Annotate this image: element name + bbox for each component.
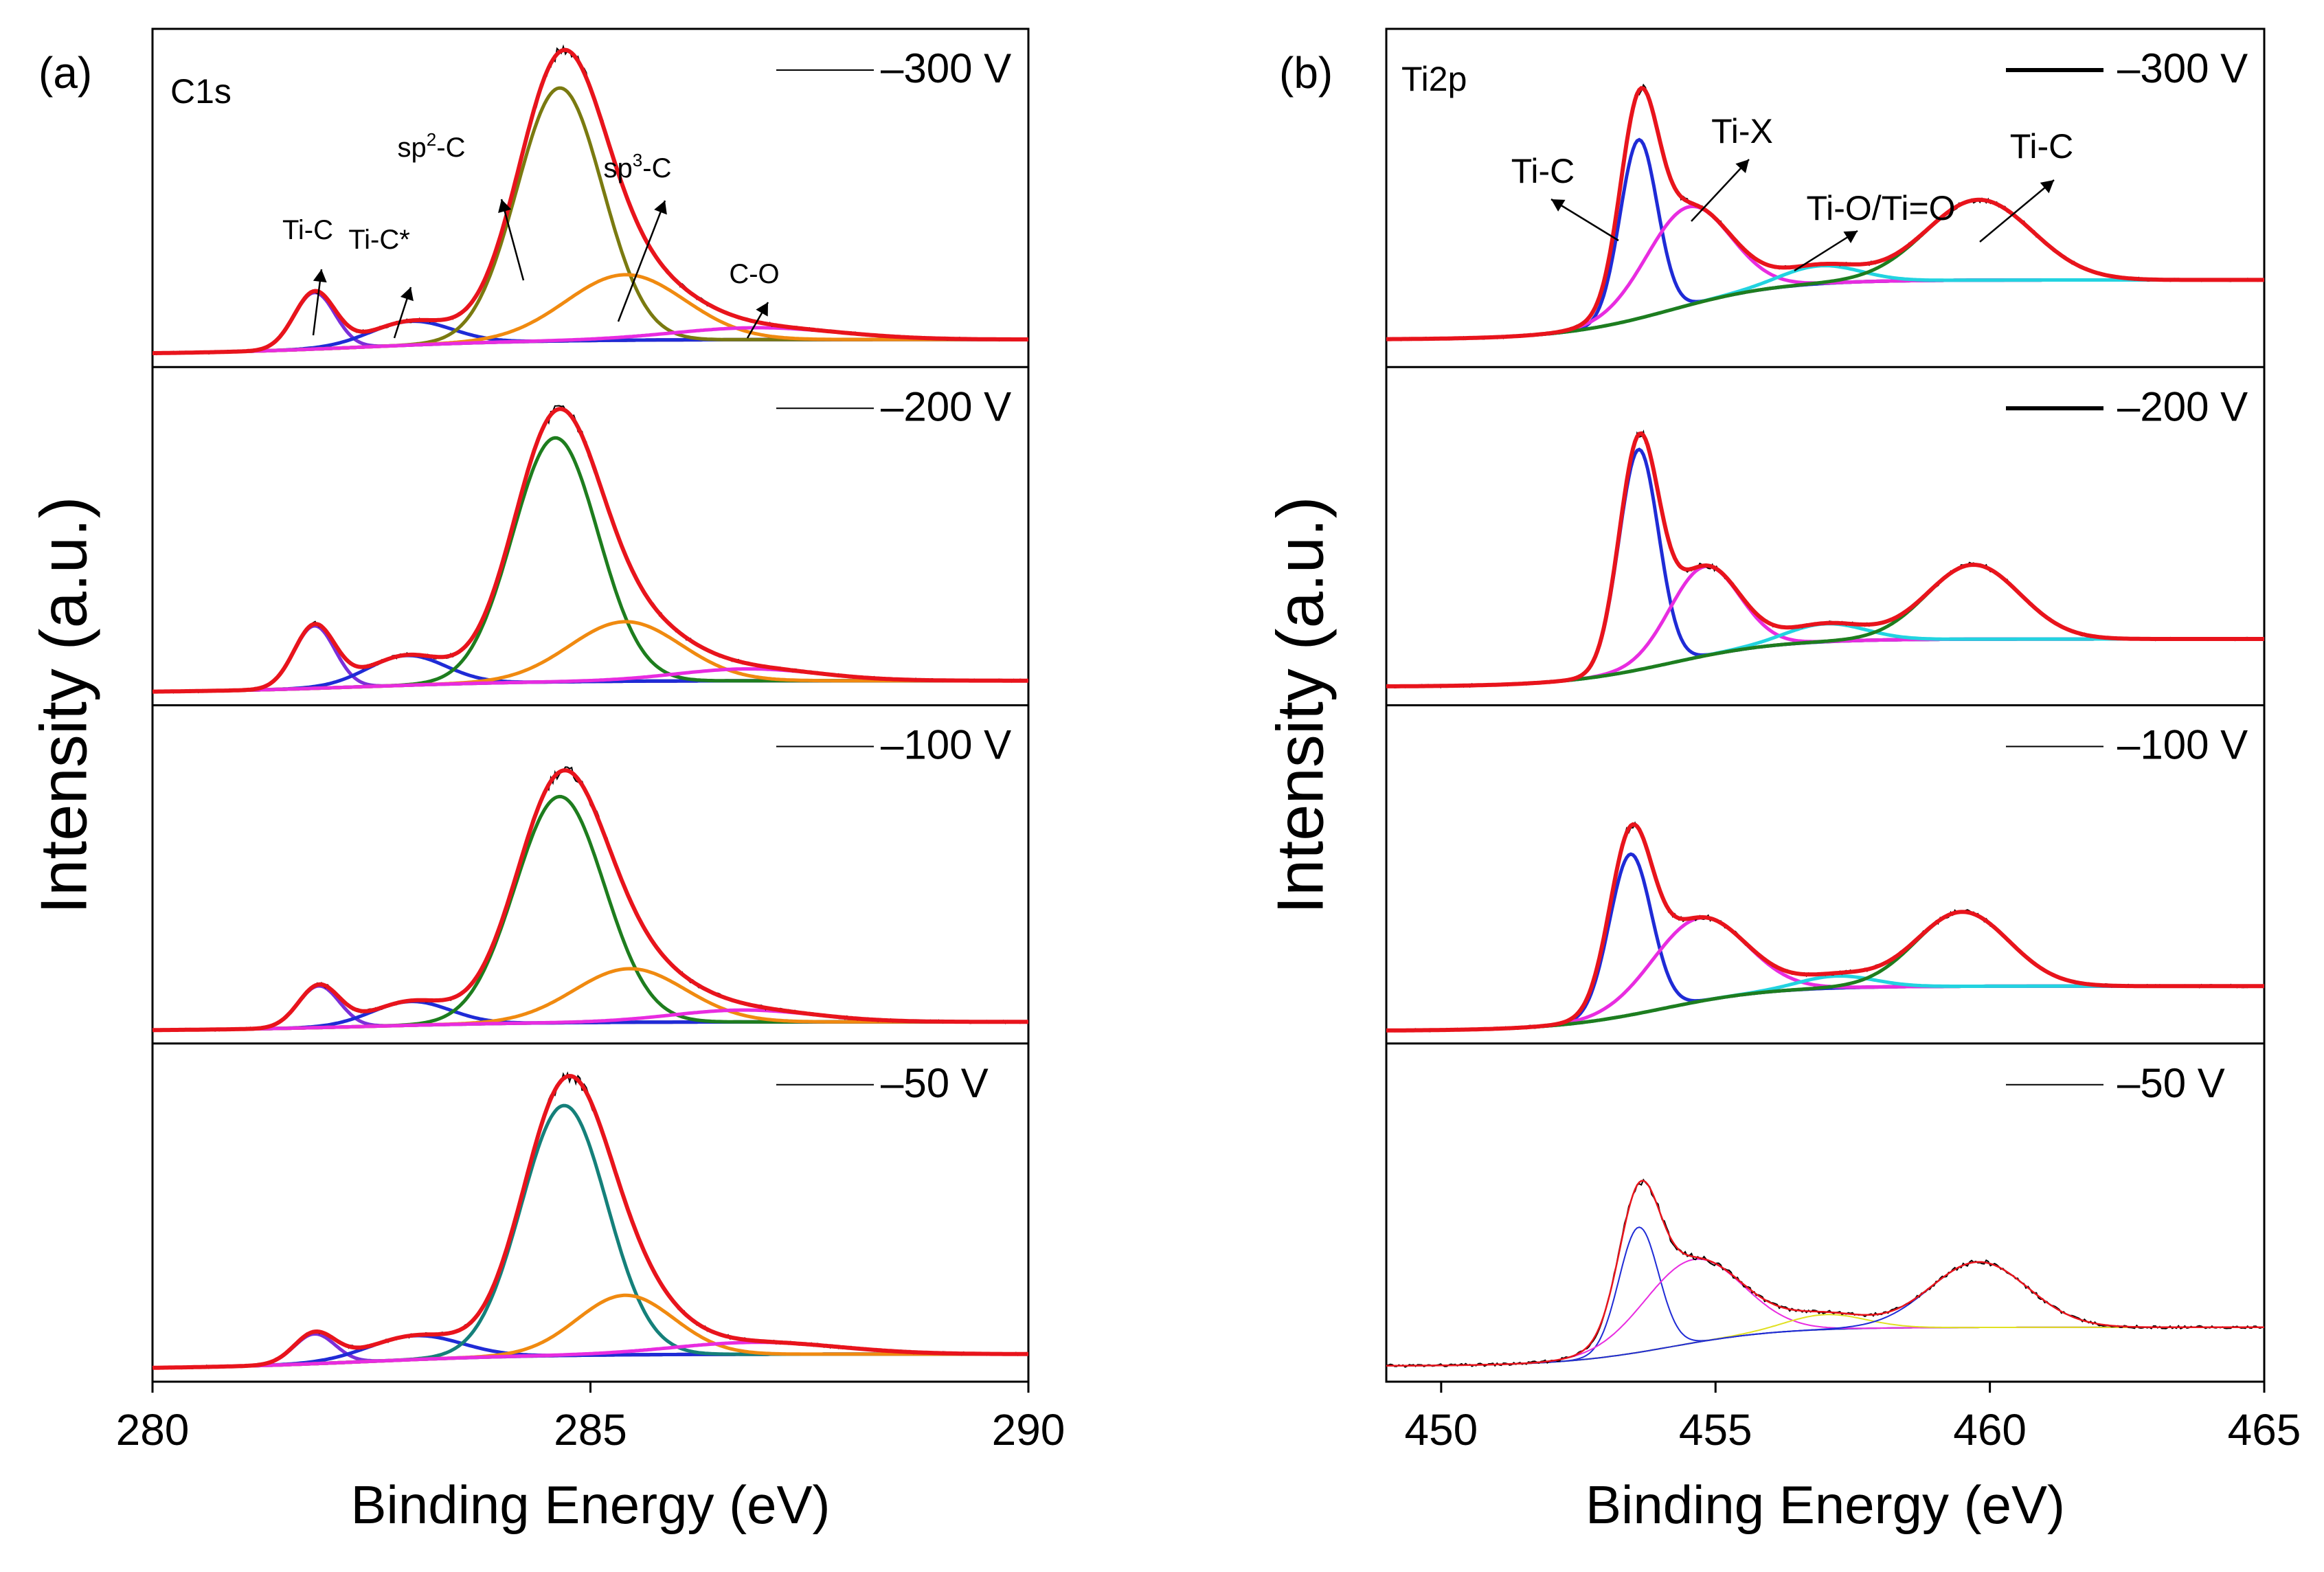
component-ti-x (1386, 564, 2264, 688)
legend-label: –50 V (2117, 1060, 2225, 1106)
x-tick-label: 285 (554, 1405, 627, 1455)
arrow-head (313, 269, 327, 283)
component-ti-c (153, 291, 1028, 355)
peak-label: C-O (729, 259, 779, 289)
envelope-fit (1386, 431, 2264, 688)
annotation-arrow (1550, 198, 1619, 242)
component-sp2-c (152, 794, 1028, 1032)
x-tick-label: 280 (116, 1405, 190, 1455)
raw-data (152, 766, 1029, 1033)
peak-label: sp2-C (398, 129, 466, 163)
element-label: Ti2p (1401, 60, 1467, 98)
x-axis-label: Binding Energy (eV) (350, 1474, 830, 1535)
component-ti-o-ti-o (1386, 622, 2264, 688)
subplot-0: –300 V (1386, 45, 2265, 341)
subplot-2: –100 V (1386, 722, 2265, 1033)
component-ti-c-2p1-2 (1386, 910, 2264, 1033)
x-tick-label: 460 (1953, 1405, 2027, 1455)
arrow-head (400, 287, 414, 302)
component-ti-o-ti-o (1386, 1314, 2264, 1367)
background-line (1386, 1326, 2264, 1367)
component-ti-c (1386, 852, 2264, 1033)
envelope-fit (1386, 822, 2264, 1033)
element-label: C1s (170, 72, 232, 111)
legend-label: –100 V (2117, 722, 2248, 768)
peak-label: Ti-C (282, 215, 333, 245)
subplot-2: –100 V (152, 722, 1029, 1033)
y-axis-label: Intensity (a.u.) (27, 496, 100, 914)
envelope-fit (153, 407, 1028, 694)
legend-label: –300 V (2117, 45, 2248, 91)
y-axis-label: Intensity (a.u.) (1263, 496, 1337, 914)
arrow-head (1843, 231, 1858, 244)
peak-annotations: Ti-C Ti-X Ti-O/Ti=O Ti-C (1511, 112, 2074, 272)
arrow-head (498, 199, 512, 213)
peak-label: sp3-C (604, 150, 672, 183)
peak-label: Ti-X (1711, 112, 1773, 150)
annotation-arrow (617, 200, 666, 322)
legend-label: –200 V (881, 383, 1011, 429)
legend-label: –300 V (881, 45, 1011, 91)
panel-label: (a) (38, 48, 92, 98)
peak-label: Ti-C (2010, 127, 2074, 166)
legend-label: –200 V (2117, 383, 2248, 429)
subplot-3: –50 V (1386, 1060, 2265, 1368)
component-sp2-c (152, 1103, 1028, 1370)
annotation-arrow (1794, 229, 1858, 272)
raw-data (152, 1071, 1029, 1370)
subplot-0: –300 V (152, 44, 1029, 356)
background-line (1386, 278, 2264, 341)
subplot-3: –50 V (152, 1060, 1029, 1370)
panel-b: (b) Ti2p Intensity (a.u.) 450 455 460 465 Bindi… (1263, 27, 2301, 1535)
arrow-head (756, 302, 768, 317)
panel-a: (a) C1s Intensity (a.u.) 280 285 290 Binding E… (27, 27, 1065, 1535)
x-tick-label: 450 (1404, 1405, 1478, 1455)
annotation-arrow (1691, 159, 1750, 222)
raw-data (1386, 1178, 2265, 1368)
subplot-1: –200 V (152, 383, 1029, 694)
raw-data (152, 405, 1029, 694)
component-ti-c (1386, 447, 2264, 688)
background-line (1386, 637, 2264, 688)
envelope-fit (153, 47, 1028, 355)
subplot-1: –200 V (1386, 383, 2265, 689)
x-tick-label: 290 (992, 1405, 1065, 1455)
arrow-head (654, 201, 667, 215)
legend-label: –100 V (881, 722, 1011, 768)
peak-label: Ti-C (1511, 152, 1575, 190)
legend-label: –50 V (881, 1060, 989, 1106)
x-axis-label: Binding Energy (eV) (1586, 1474, 2065, 1535)
component-ti-c- (152, 1000, 1028, 1032)
component-sp2-c (153, 436, 1028, 694)
arrow-head (1551, 199, 1566, 212)
component-ti-c- (153, 653, 1028, 694)
envelope-fit (152, 1073, 1028, 1370)
peak-label: Ti-O/Ti=O (1806, 189, 1955, 227)
raw-data (1386, 821, 2265, 1033)
panel-label: (b) (1279, 48, 1333, 98)
x-tick-label: 465 (2228, 1405, 2301, 1455)
background-line (1386, 984, 2264, 1033)
x-tick-label: 455 (1679, 1405, 1752, 1455)
peak-annotations: Ti-C Ti-C* sp2-C sp3-C C-O (282, 129, 780, 339)
arrow-head (2040, 180, 2054, 194)
annotation-arrow (500, 199, 525, 281)
peak-label: Ti-C* (348, 225, 410, 255)
annotation-arrow (1979, 179, 2055, 243)
raw-data (1386, 429, 2265, 689)
component-ti-c (1386, 1226, 2264, 1367)
arrow-head (1735, 159, 1749, 173)
component-ti-c-2p1-2 (1386, 1261, 2264, 1367)
envelope-fit (1386, 1180, 2264, 1367)
envelope-fit (1386, 86, 2264, 341)
envelope-fit (152, 768, 1028, 1033)
